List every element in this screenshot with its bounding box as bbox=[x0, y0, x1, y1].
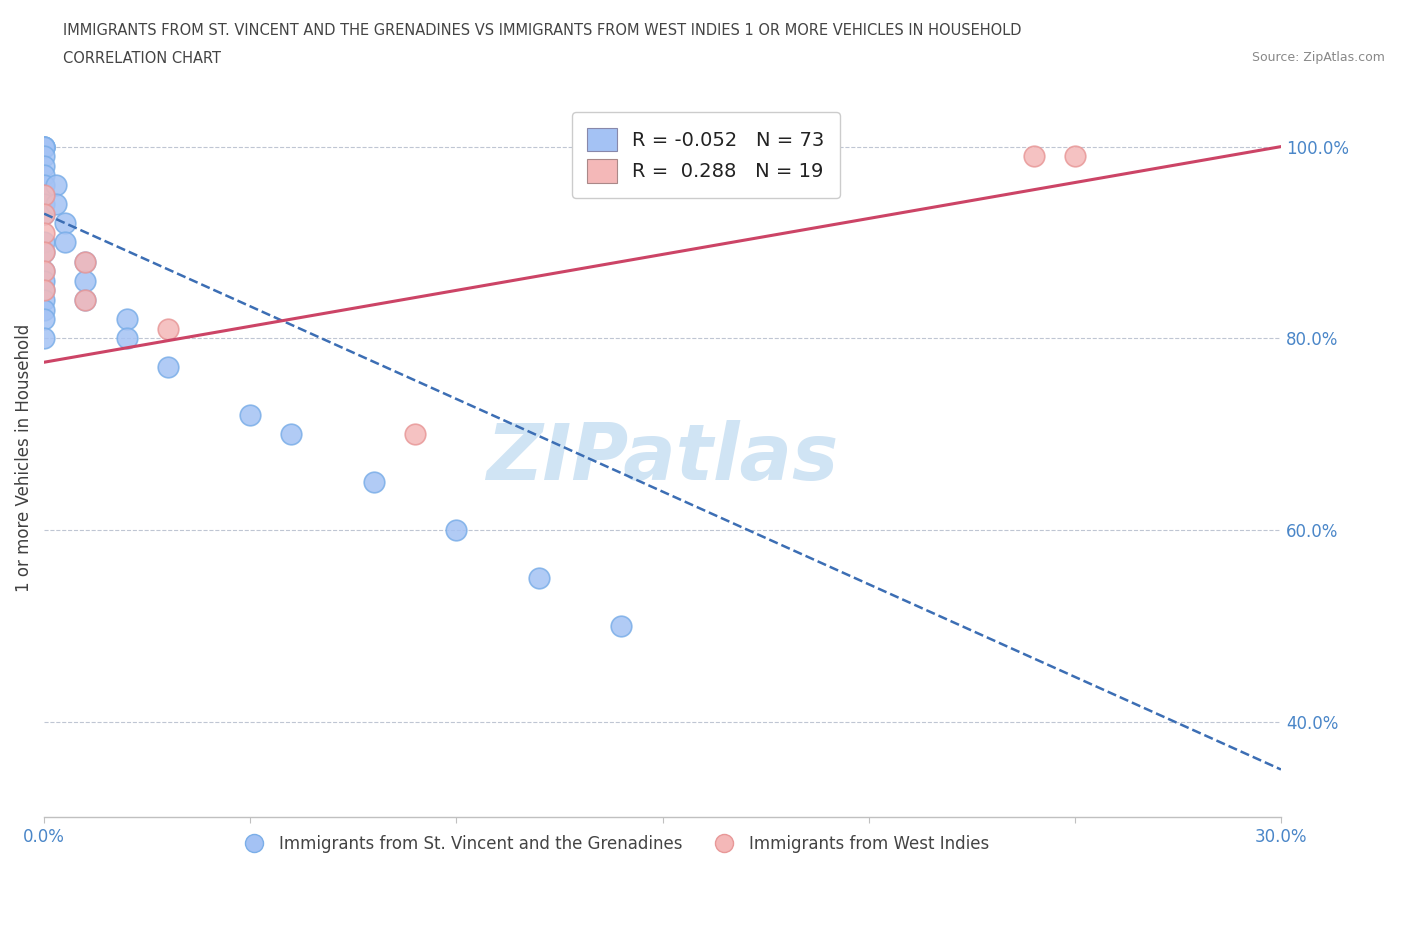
Point bbox=[45, 178, 67, 193]
Y-axis label: 1 or more Vehicles in Household: 1 or more Vehicles in Household bbox=[15, 324, 32, 592]
Point bbox=[32, 206, 55, 221]
Point bbox=[32, 168, 55, 183]
Point bbox=[115, 331, 138, 346]
Point bbox=[363, 474, 385, 489]
Point bbox=[156, 321, 179, 336]
Point bbox=[32, 302, 55, 317]
Point bbox=[32, 283, 55, 298]
Point bbox=[32, 264, 55, 279]
Point bbox=[32, 331, 55, 346]
Point bbox=[32, 225, 55, 240]
Point bbox=[45, 196, 67, 211]
Point bbox=[32, 235, 55, 250]
Point bbox=[32, 140, 55, 154]
Point bbox=[32, 140, 55, 154]
Point bbox=[32, 293, 55, 308]
Point bbox=[32, 149, 55, 164]
Point bbox=[446, 523, 468, 538]
Point bbox=[32, 283, 55, 298]
Point bbox=[156, 360, 179, 375]
Point bbox=[32, 196, 55, 211]
Point bbox=[75, 254, 97, 269]
Point bbox=[32, 245, 55, 259]
Point bbox=[32, 178, 55, 193]
Point bbox=[527, 570, 550, 585]
Point bbox=[280, 427, 302, 442]
Text: ZIPatlas: ZIPatlas bbox=[486, 420, 838, 496]
Point bbox=[75, 293, 97, 308]
Point bbox=[75, 273, 97, 288]
Point bbox=[610, 618, 633, 633]
Point bbox=[32, 140, 55, 154]
Point bbox=[75, 293, 97, 308]
Point bbox=[32, 140, 55, 154]
Point bbox=[32, 206, 55, 221]
Text: Source: ZipAtlas.com: Source: ZipAtlas.com bbox=[1251, 51, 1385, 64]
Point bbox=[1022, 149, 1045, 164]
Point bbox=[115, 312, 138, 326]
Text: CORRELATION CHART: CORRELATION CHART bbox=[63, 51, 221, 66]
Point bbox=[1063, 149, 1085, 164]
Point bbox=[32, 187, 55, 202]
Point bbox=[53, 216, 76, 231]
Point bbox=[32, 264, 55, 279]
Point bbox=[75, 254, 97, 269]
Point bbox=[53, 235, 76, 250]
Legend: Immigrants from St. Vincent and the Grenadines, Immigrants from West Indies: Immigrants from St. Vincent and the Gren… bbox=[231, 828, 995, 859]
Point bbox=[32, 245, 55, 259]
Point bbox=[32, 312, 55, 326]
Point bbox=[239, 407, 262, 422]
Point bbox=[32, 158, 55, 173]
Point bbox=[32, 187, 55, 202]
Text: IMMIGRANTS FROM ST. VINCENT AND THE GRENADINES VS IMMIGRANTS FROM WEST INDIES 1 : IMMIGRANTS FROM ST. VINCENT AND THE GREN… bbox=[63, 23, 1022, 38]
Point bbox=[404, 427, 426, 442]
Point bbox=[32, 273, 55, 288]
